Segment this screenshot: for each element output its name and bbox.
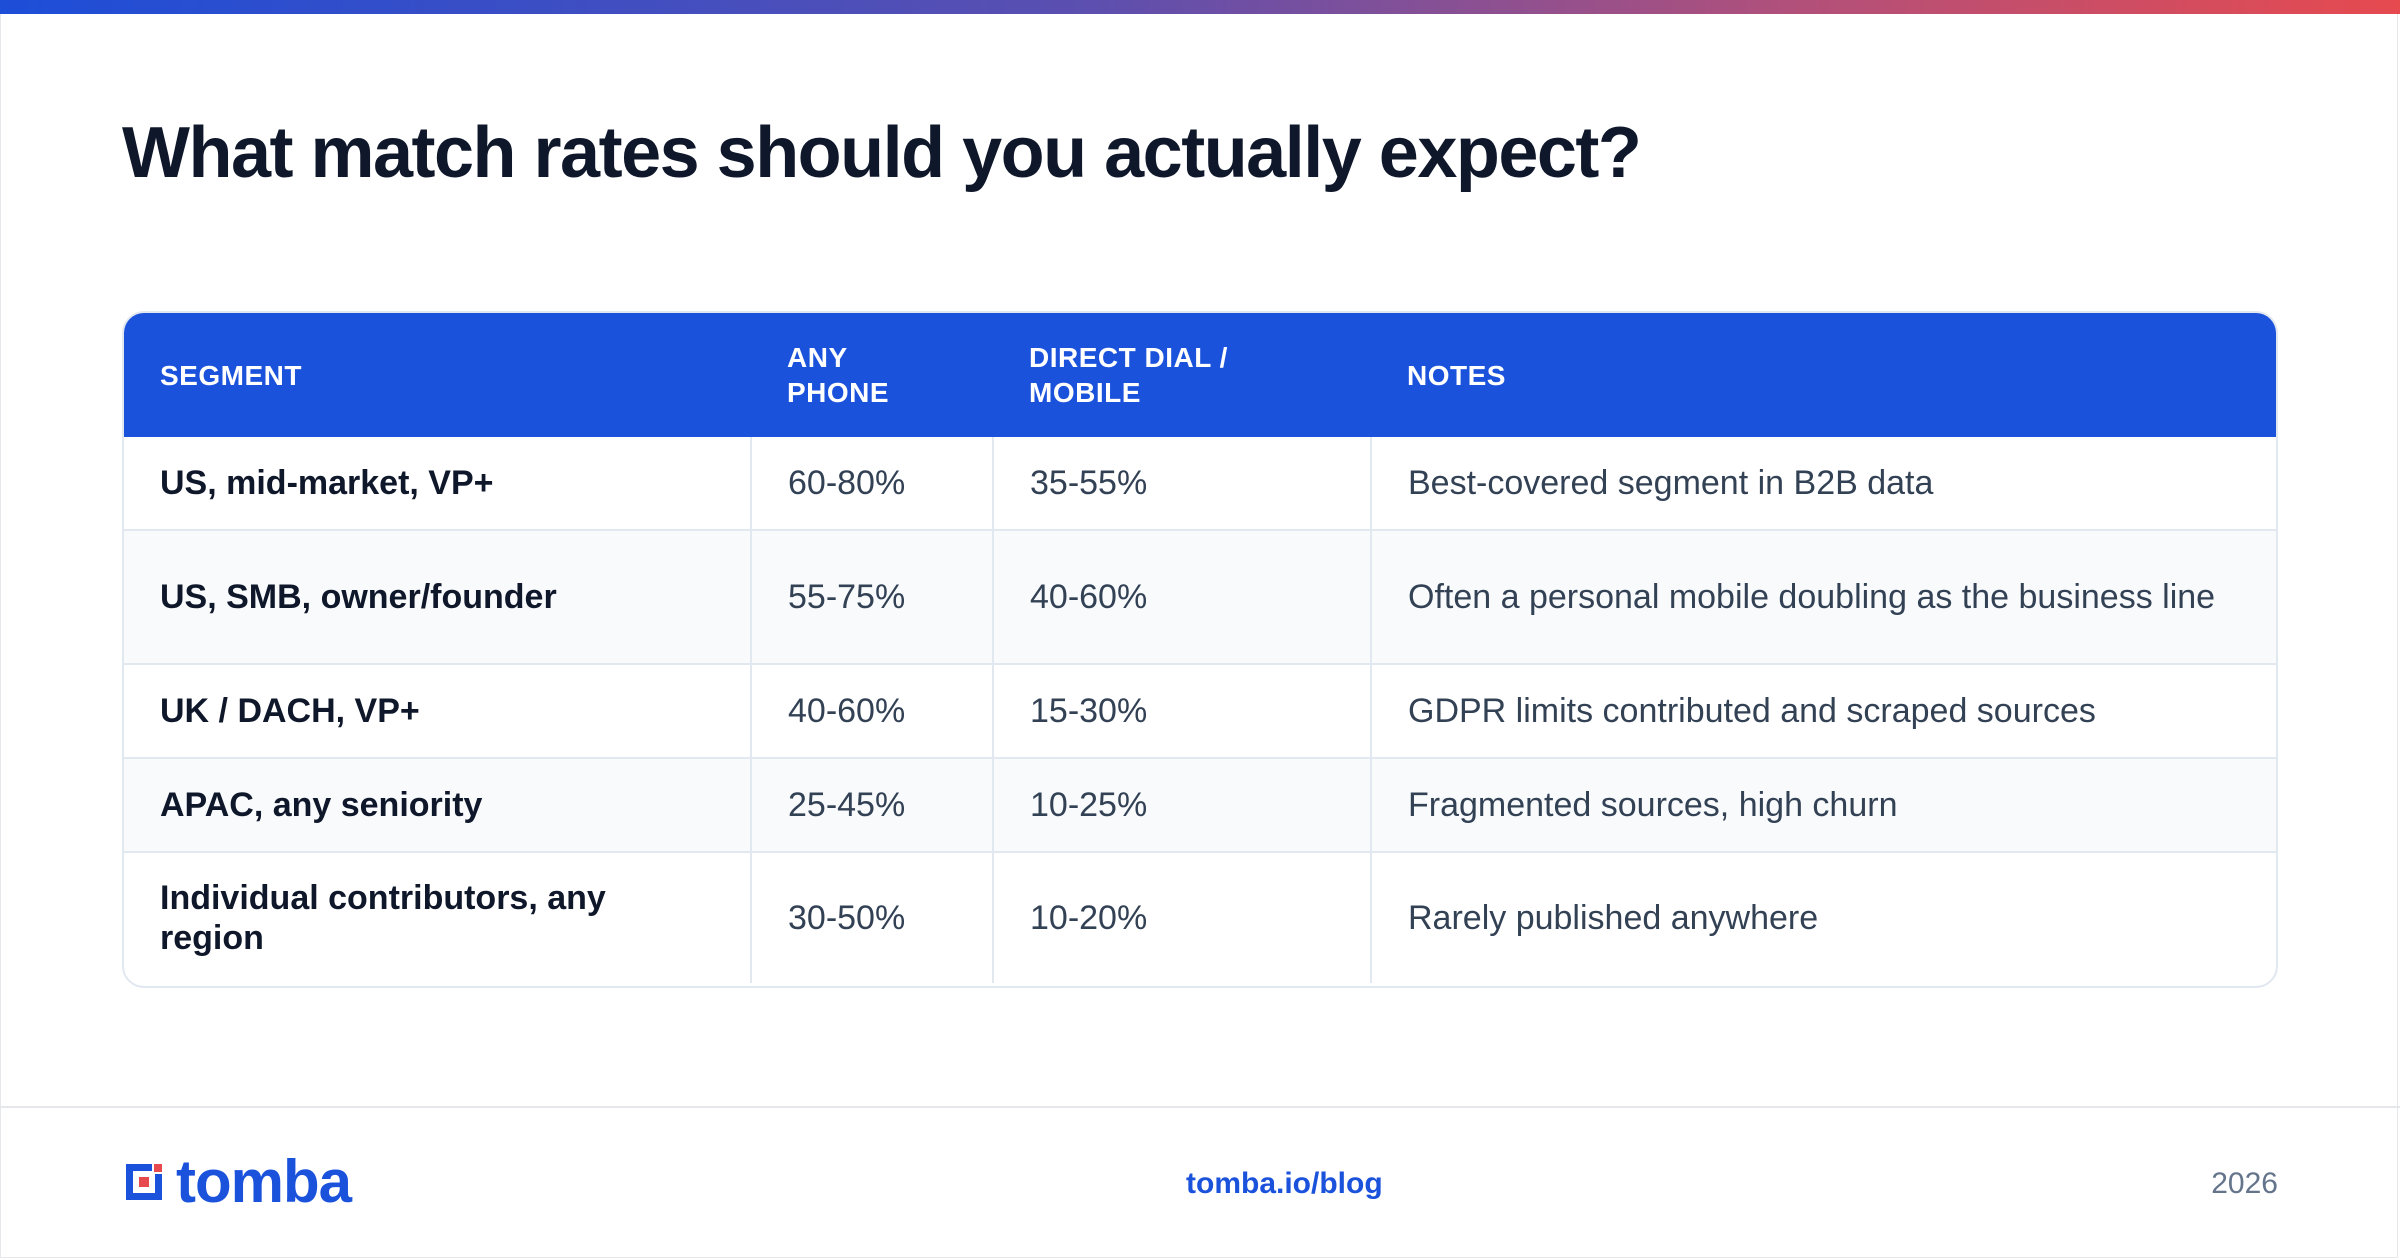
blog-link[interactable]: tomba.io/blog [1186, 1167, 1383, 1200]
cell-any-phone: 55-75% [751, 530, 994, 665]
header-any-phone: ANY PHONE [787, 342, 890, 408]
footer-year: 2026 [2211, 1167, 2278, 1200]
cell-direct-dial: 35-55% [993, 437, 1372, 531]
cell-any-phone: 60-80% [751, 437, 994, 531]
header-segment: SEGMENT [160, 359, 302, 391]
cell-any-phone: 25-45% [751, 758, 994, 853]
table-row: US, SMB, owner/founder 55-75% 40-60% Oft… [124, 530, 2276, 665]
table-row: US, mid-market, VP+ 60-80% 35-55% Best-c… [124, 437, 2276, 531]
cell-notes: GDPR limits contributed and scraped sour… [1371, 664, 2276, 759]
table-header-row: SEGMENT ANY PHONE DIRECT DIAL / MOBILE N… [124, 313, 2276, 437]
gradient-top-bar [0, 0, 2400, 14]
cell-notes: Rarely published anywhere [1408, 899, 1819, 937]
header-direct-dial: DIRECT DIAL / MOBILE [1029, 342, 1228, 408]
cell-direct-dial: 10-25% [993, 758, 1372, 853]
cell-direct-dial: 15-30% [993, 664, 1372, 759]
cell-segment: Individual contributors, any region [124, 852, 752, 983]
footer-divider [0, 1106, 2400, 1108]
match-rates-table: SEGMENT ANY PHONE DIRECT DIAL / MOBILE N… [124, 313, 2276, 983]
table-row: UK / DACH, VP+ 40-60% 15-30% GDPR limits… [124, 664, 2276, 759]
cell-any-phone: 40-60% [751, 664, 994, 759]
cell-segment: US, mid-market, VP+ [124, 437, 752, 531]
cell-segment: APAC, any seniority [124, 758, 752, 853]
cell-notes: Best-covered segment in B2B data [1371, 437, 2276, 531]
match-rates-table-card: SEGMENT ANY PHONE DIRECT DIAL / MOBILE N… [122, 311, 2278, 988]
cell-segment: US, SMB, owner/founder [124, 530, 752, 665]
tomba-logo[interactable]: tomba [122, 1148, 352, 1215]
cell-notes: Often a personal mobile doubling as the … [1371, 530, 2276, 665]
cell-segment: UK / DACH, VP+ [124, 664, 752, 759]
cell-direct-dial: 10-20% [993, 852, 1372, 983]
header-notes: NOTES [1407, 359, 1506, 391]
page-title: What match rates should you actually exp… [122, 113, 1642, 193]
cell-notes: Fragmented sources, high churn [1371, 758, 2276, 853]
cell-any-phone: 30-50% [751, 852, 994, 983]
table-row: APAC, any seniority 25-45% 10-25% Fragme… [124, 758, 2276, 853]
table-row: Individual contributors, any region 30-5… [124, 852, 2276, 983]
tomba-logo-icon [126, 1160, 166, 1200]
cell-direct-dial: 40-60% [993, 530, 1372, 665]
logo-wordmark: tomba [176, 1148, 352, 1215]
